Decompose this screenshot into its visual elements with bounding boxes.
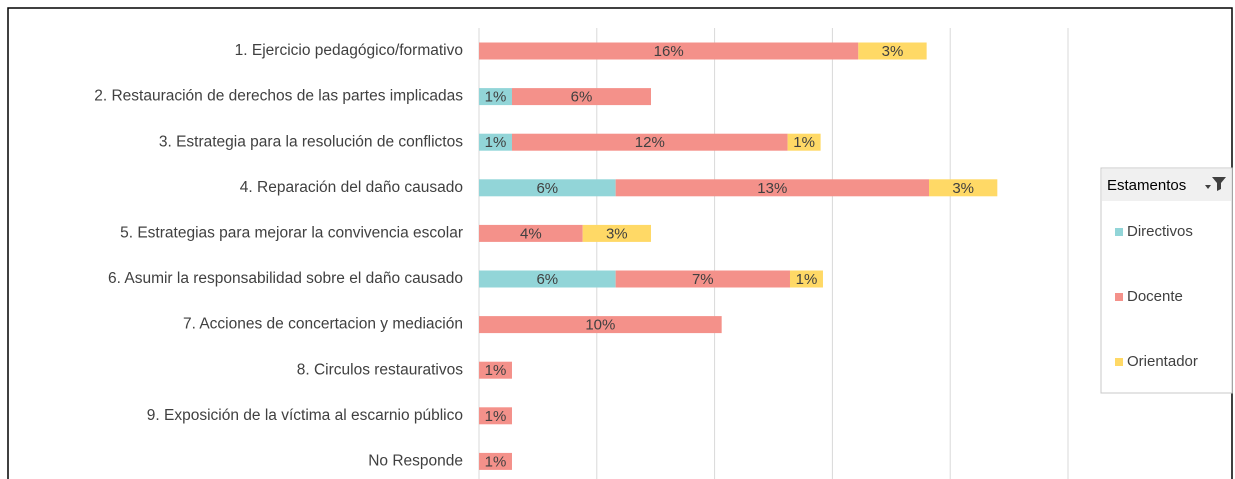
category-label: 9. Exposición de la víctima al escarnio … (147, 407, 463, 424)
legend-label: Directivos (1127, 223, 1193, 240)
bar-segment (582, 224, 651, 242)
data-label: 3% (882, 43, 904, 60)
category-label: 4. Reparación del daño causado (240, 179, 463, 196)
bar-segment (479, 224, 583, 242)
bar-segment (479, 452, 512, 470)
frame (7, 7, 1233, 479)
bar-segment (479, 42, 859, 60)
data-label: 6% (571, 89, 593, 106)
bar-segment (479, 270, 616, 288)
legend-swatch (1115, 228, 1123, 236)
category-label: 5. Estrategias para mejorar la convivenc… (120, 224, 463, 241)
category-label: 7. Acciones de concertacion y mediación (183, 316, 463, 333)
data-label: 1% (793, 134, 815, 151)
data-label: 10% (585, 317, 615, 334)
bar-segment (479, 179, 616, 197)
data-label: 7% (692, 271, 714, 288)
bar-segment (615, 179, 929, 197)
data-label: 12% (635, 134, 665, 151)
bar-segment (479, 133, 512, 151)
legend-label: Orientador (1127, 353, 1198, 370)
category-label: 8. Circulos restaurativos (297, 361, 464, 378)
data-label: 16% (654, 43, 684, 60)
data-label: 3% (952, 180, 974, 197)
data-label: 1% (485, 408, 507, 425)
category-label: 2. Restauración de derechos de las parte… (94, 88, 463, 105)
data-label: 1% (485, 89, 507, 106)
legend-swatch (1115, 358, 1123, 366)
data-label: 13% (757, 180, 787, 197)
bar-segment (479, 407, 512, 425)
data-label: 1% (485, 362, 507, 379)
bar-segment (479, 361, 512, 379)
bar-segment (511, 88, 651, 106)
bar-segment (787, 133, 821, 151)
bar-segment (511, 133, 788, 151)
data-label: 3% (606, 225, 628, 242)
category-label: 1. Ejercicio pedagógico/formativo (235, 42, 463, 59)
data-label: 6% (536, 180, 558, 197)
bar-segment (789, 270, 823, 288)
data-label: 1% (796, 271, 818, 288)
data-label: 1% (485, 453, 507, 470)
filter-icon[interactable] (1212, 177, 1226, 191)
legend-title: Estamentos (1107, 177, 1186, 194)
data-label: 4% (520, 225, 542, 242)
bar-segment (858, 42, 927, 60)
legend-swatch (1115, 293, 1123, 301)
legend-label: Docente (1127, 288, 1183, 305)
category-label: No Responde (368, 452, 463, 469)
bar-segment (479, 88, 512, 106)
dropdown-icon[interactable] (1205, 185, 1211, 189)
legend-box (1100, 167, 1233, 394)
bar-segment (615, 270, 790, 288)
bar-segment (928, 179, 998, 197)
legend: Estamentos (1100, 167, 1233, 394)
category-label: 3. Estrategia para la resolución de conf… (159, 133, 463, 150)
category-label: 6. Asumir la responsabilidad sobre el da… (108, 270, 463, 287)
bar-segment (479, 316, 722, 334)
data-label: 6% (536, 271, 558, 288)
data-label: 1% (485, 134, 507, 151)
